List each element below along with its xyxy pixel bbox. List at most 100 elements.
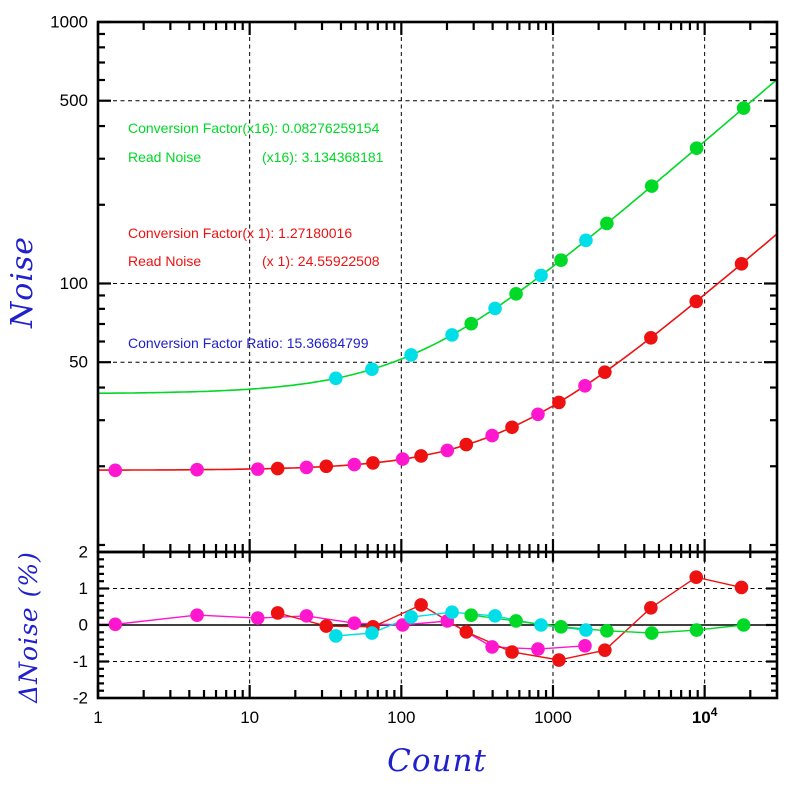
- delta-y-tick-label: 1: [79, 579, 88, 598]
- x-tick-label: 100: [387, 708, 415, 727]
- rn16-annotation: Read Noise (x16): 3.134368181: [128, 148, 383, 166]
- y-tick-label: 100: [60, 274, 88, 293]
- delta-point-x16-run1: [534, 618, 548, 632]
- x-tick-label: 104: [692, 705, 718, 727]
- noise-point-x16-run2: [554, 253, 568, 267]
- delta-point-x1-run1: [347, 616, 362, 630]
- delta-point-x16-run2: [600, 624, 614, 638]
- noise-point-x16-run2: [689, 141, 704, 155]
- noise-point-x16-run1: [329, 371, 343, 386]
- delta-point-x1-run1: [578, 639, 592, 653]
- data-layer: [97, 78, 778, 667]
- noise-point-x1-run2: [689, 294, 704, 309]
- noise-point-x1-run2: [459, 437, 474, 452]
- x-tick-label: 1: [93, 708, 102, 727]
- noise-point-x1-run2: [598, 365, 612, 379]
- delta-point-x16-run2: [554, 620, 568, 634]
- delta-point-x16-run1: [445, 605, 459, 620]
- noise-point-x1-run1: [190, 462, 204, 477]
- noise-point-x1-run2: [734, 257, 749, 271]
- delta-point-x16-run1: [488, 609, 502, 623]
- noise-point-x16-run1: [488, 301, 502, 316]
- noise-point-x1-run1: [250, 462, 265, 476]
- rn16-label: Read Noise: [128, 149, 202, 165]
- noise-point-x16-run1: [404, 348, 418, 362]
- delta-noise-axis-title: ΔNoise (%): [13, 551, 43, 703]
- delta-point-x16-run2: [644, 626, 659, 640]
- noise-point-x1-run2: [505, 420, 519, 435]
- x-tick-label: 1000: [534, 708, 572, 727]
- delta-point-x1-run2: [734, 580, 749, 595]
- delta-y-tick-label: 0: [79, 616, 88, 635]
- delta-y-tick-label: -1: [73, 652, 88, 671]
- delta-point-x1-run2: [598, 643, 612, 657]
- rn1-annotation: Read Noise (x 1): 24.55922508: [128, 252, 380, 270]
- delta-y-tick-label: 2: [79, 543, 88, 562]
- delta-point-x16-run2: [736, 618, 751, 632]
- noise-point-x1-run2: [414, 449, 428, 463]
- noise-point-x1-run1: [578, 379, 592, 393]
- delta-point-x1-run2: [414, 598, 428, 612]
- noise-point-x16-run1: [579, 233, 593, 248]
- noise-point-x1-run1: [531, 407, 545, 422]
- y-tick-label: 1000: [50, 13, 88, 32]
- delta-y-tick-label: -2: [73, 689, 88, 708]
- noise-axis-title: Noise: [4, 235, 40, 329]
- noise-point-x16-run1: [365, 362, 379, 377]
- delta-point-x1-run2: [552, 653, 566, 667]
- noise-curve-x16: [97, 78, 778, 395]
- cf1-text: Conversion Factor(x 1): 1.27180016: [128, 225, 353, 241]
- cf16-text: Conversion Factor(x16): 0.08276259154: [128, 120, 380, 136]
- rn16-value: (x16): 3.134368181: [262, 149, 384, 165]
- delta-point-x1-run1: [250, 611, 265, 625]
- delta-point-x1-run2: [319, 619, 334, 633]
- noise-point-x1-run2: [366, 456, 380, 470]
- noise-point-x16-run1: [534, 268, 548, 283]
- delta-point-x16-run1: [365, 626, 379, 640]
- noise-point-x1-run2: [552, 395, 566, 410]
- noise-point-x1-run1: [299, 460, 314, 475]
- noise-point-x16-run2: [600, 216, 614, 231]
- delta-point-x1-run2: [459, 625, 474, 639]
- noise-point-x16-run2: [509, 287, 523, 301]
- delta-point-x1-run1: [531, 642, 545, 656]
- delta-point-x16-run2: [464, 608, 479, 622]
- noise-point-x16-run1: [445, 328, 459, 342]
- ratio-text: Conversion Factor Ratio: 15.36684799: [128, 335, 369, 351]
- noise-point-x16-run2: [644, 179, 659, 193]
- noise-point-x16-run2: [464, 316, 479, 331]
- noise-point-x1-run1: [108, 463, 123, 478]
- delta-point-x1-run1: [190, 608, 204, 622]
- noise-point-x1-run2: [644, 330, 658, 345]
- noise-point-x16-run2: [736, 101, 751, 115]
- delta-point-x16-run1: [579, 623, 593, 637]
- rn1-label: Read Noise: [128, 253, 202, 269]
- delta-point-x16-run1: [404, 610, 418, 624]
- delta-point-x1-run1: [485, 640, 499, 654]
- rn1-value: (x 1): 24.55922508: [262, 253, 380, 269]
- noise-point-x1-run1: [440, 443, 455, 458]
- axis-ticks: [96, 20, 777, 698]
- delta-point-x1-run2: [689, 570, 704, 584]
- delta-point-x16-run2: [689, 623, 704, 637]
- noise-point-x1-run1: [395, 452, 410, 466]
- count-axis-title: Count: [387, 743, 487, 779]
- x-tick-label: 10: [240, 708, 259, 727]
- delta-point-x1-run1: [108, 617, 123, 632]
- noise-point-x1-run1: [485, 428, 499, 443]
- delta-point-x1-run2: [270, 606, 285, 620]
- delta-point-x16-run1: [329, 629, 343, 643]
- noise-point-x1-run2: [270, 461, 285, 476]
- noise-curve-x1: [98, 233, 778, 471]
- gridlines: [98, 22, 777, 698]
- delta-point-x1-run2: [505, 645, 519, 659]
- delta-point-x16-run2: [509, 614, 523, 628]
- noise-point-x1-run2: [319, 459, 334, 474]
- y-tick-label: 50: [69, 353, 88, 372]
- cf1-annotation: Conversion Factor(x 1): 1.27180016: [128, 224, 352, 242]
- delta-point-x1-run2: [644, 601, 658, 615]
- y-tick-label: 500: [60, 91, 88, 110]
